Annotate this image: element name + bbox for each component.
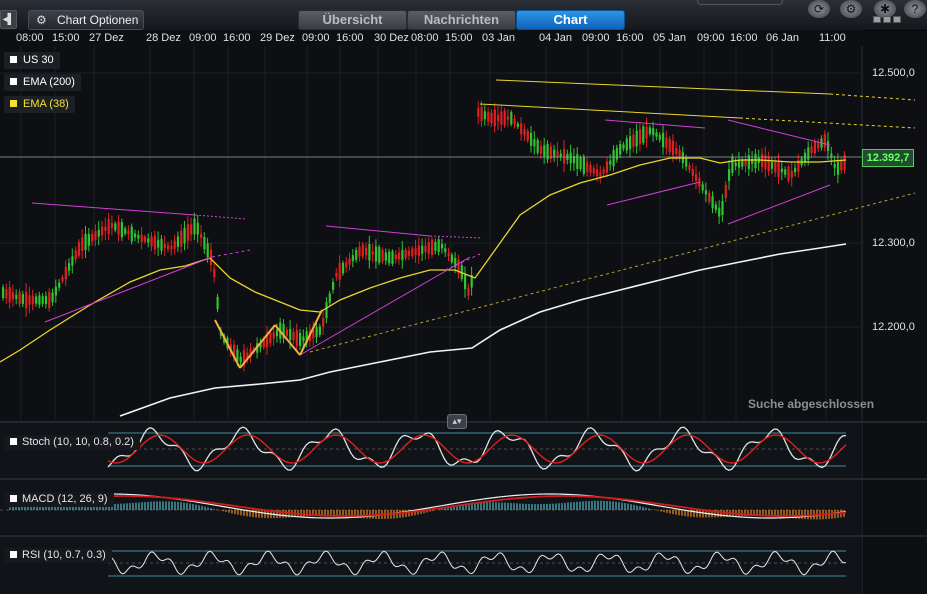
legend-ema38[interactable]: EMA (38) (4, 96, 75, 113)
chart-options-button[interactable]: ⚙ Chart Optionen (28, 10, 144, 30)
time-label: 09:00 (302, 32, 330, 44)
time-label: 16:00 (223, 32, 251, 44)
legend-swatch (10, 100, 17, 107)
indicator-text: RSI (10, 0.7, 0.3) (22, 549, 106, 561)
price-label: 12.200,0 (872, 321, 915, 333)
legend-label: EMA (200) (23, 76, 75, 88)
indicator-panels (0, 421, 927, 594)
time-label: 30 Dez (374, 32, 409, 44)
indicator-stoch-label[interactable]: Stoch (10, 10, 0.8, 0.2) (4, 435, 140, 450)
time-label: 03 Jan (482, 32, 516, 44)
legend-ema200[interactable]: EMA (200) (4, 74, 81, 91)
price-label: 12.500,0 (872, 67, 915, 79)
time-label: 15:00 (445, 32, 473, 44)
indicator-swatch (10, 438, 17, 445)
refresh-icon[interactable]: ⟳ (808, 0, 830, 18)
tools-icon[interactable]: ✱ (874, 0, 896, 18)
time-label: 04 Jan (539, 32, 573, 44)
time-axis (0, 30, 862, 46)
tab-news[interactable]: Nachrichten (407, 10, 516, 30)
indicator-text: Stoch (10, 10, 0.8, 0.2) (22, 436, 134, 448)
legend-label: US 30 (23, 54, 54, 66)
ema200-line (119, 243, 847, 417)
settings-icon[interactable]: ⚙ (840, 0, 862, 18)
time-label: 09:00 (189, 32, 217, 44)
top-handle[interactable] (697, 0, 783, 5)
indicator-swatch (10, 495, 17, 502)
legend-swatch (10, 56, 17, 63)
trend-lines (31, 79, 916, 369)
chart-options-label: Chart Optionen (57, 13, 139, 27)
restore-icon[interactable] (883, 16, 891, 23)
collapse-left-icon[interactable]: ◂▌ (0, 10, 17, 29)
indicator-macd-label[interactable]: MACD (12, 26, 9) (4, 492, 114, 507)
legend-label: EMA (38) (23, 98, 69, 110)
legend-us30[interactable]: US 30 (4, 52, 60, 69)
indicator-swatch (10, 551, 17, 558)
toolbar: ◂▌ ⚙ Chart Optionen Übersicht Nachrichte… (0, 0, 927, 31)
tab-chart[interactable]: Chart (516, 10, 625, 30)
time-label: 09:00 (582, 32, 610, 44)
price-label: 12.300,0 (872, 237, 915, 249)
time-label: 15:00 (52, 32, 80, 44)
last-price-badge: 12.392,7 (862, 149, 914, 167)
time-label: 28 Dez (146, 32, 181, 44)
maximize-icon[interactable] (893, 16, 901, 23)
legend-swatch (10, 78, 17, 85)
time-label: 06 Jan (766, 32, 800, 44)
time-label: 16:00 (336, 32, 364, 44)
status-text: Suche abgeschlossen (748, 397, 875, 411)
time-label: 08:00 (16, 32, 44, 44)
time-label: 16:00 (616, 32, 644, 44)
indicator-rsi-label[interactable]: RSI (10, 0.7, 0.3) (4, 548, 112, 563)
time-label: 05 Jan (653, 32, 687, 44)
indicator-text: MACD (12, 26, 9) (22, 493, 108, 505)
time-label: 11:00 (819, 32, 846, 44)
gear-icon: ⚙ (36, 13, 47, 27)
tab-overview[interactable]: Übersicht (298, 10, 407, 30)
ema38-line (0, 157, 847, 363)
minimize-icon[interactable] (873, 16, 881, 23)
time-label: 16:00 (730, 32, 758, 44)
panel-splitter-icon[interactable]: ▴▾ (447, 414, 467, 429)
help-icon[interactable]: ? (904, 0, 926, 18)
time-label: 09:00 (697, 32, 725, 44)
time-label: 27 Dez (89, 32, 124, 44)
time-label: 29 Dez (260, 32, 295, 44)
time-label: 08:00 (411, 32, 439, 44)
